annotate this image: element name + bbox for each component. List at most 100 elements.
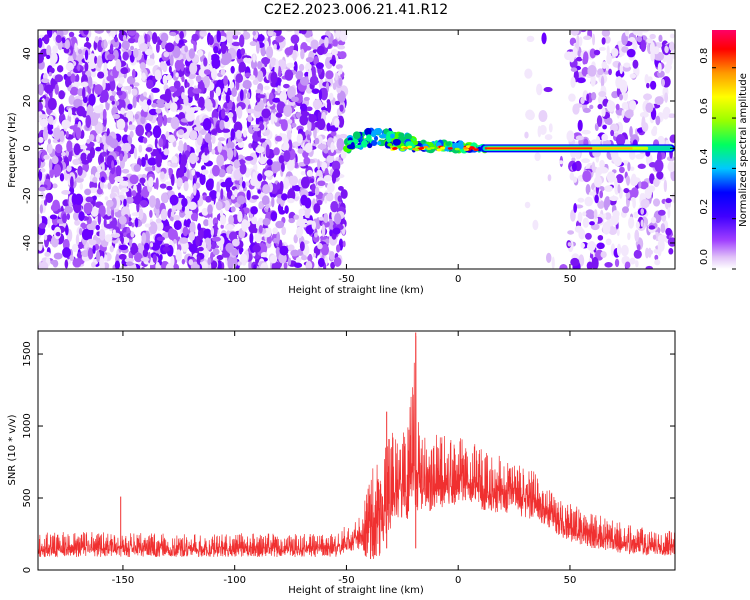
noise-cell <box>170 116 180 130</box>
noise-cell <box>640 208 645 215</box>
noise-cell <box>96 55 103 69</box>
noise-cell <box>77 165 83 176</box>
noise-cell <box>211 241 217 250</box>
noise-cell <box>263 56 268 68</box>
noise-cell <box>605 238 612 246</box>
noise-cell <box>637 30 643 38</box>
noise-cell <box>265 144 270 157</box>
signal-cell <box>364 127 372 136</box>
noise-cell <box>597 200 605 209</box>
noise-cell <box>215 86 221 97</box>
noise-cell <box>184 204 190 217</box>
noise-cell <box>300 30 307 35</box>
noise-cell <box>69 176 74 189</box>
noise-cell <box>106 75 115 82</box>
noise-cell <box>39 204 44 214</box>
noise-cell <box>233 148 237 158</box>
noise-cell <box>76 106 86 117</box>
noise-cell <box>318 89 323 101</box>
noise-cell <box>200 261 209 269</box>
noise-cell <box>287 119 293 124</box>
noise-cell <box>669 33 675 39</box>
noise-cell <box>109 43 114 54</box>
noise-cell <box>173 220 182 231</box>
noise-cell <box>654 96 664 106</box>
noise-cell <box>66 140 73 153</box>
noise-cell <box>122 35 127 42</box>
noise-cell <box>609 196 619 202</box>
noise-cell <box>82 86 86 100</box>
noise-cell <box>215 200 223 211</box>
noise-cell <box>635 260 639 268</box>
noise-cell <box>184 150 190 157</box>
noise-cell <box>239 34 245 48</box>
noise-cell <box>38 186 46 192</box>
noise-cell <box>281 226 287 236</box>
noise-cell <box>230 65 235 74</box>
noise-cell <box>61 190 71 195</box>
noise-cell <box>150 242 161 251</box>
noise-cell <box>110 30 116 38</box>
noise-cell <box>162 114 168 127</box>
signal-core <box>473 148 479 151</box>
noise-cell <box>319 235 328 240</box>
noise-cell <box>629 125 633 138</box>
noise-cell <box>293 214 300 220</box>
noise-cell <box>153 182 157 189</box>
noise-cell <box>286 130 292 141</box>
noise-cell <box>257 70 264 83</box>
noise-cell <box>47 115 54 125</box>
noise-cell <box>582 170 592 183</box>
noise-cell <box>74 219 80 226</box>
noise-cell <box>109 245 114 253</box>
noise-cell <box>632 30 639 36</box>
noise-cell <box>149 242 154 248</box>
noise-cell <box>632 59 639 69</box>
noise-cell <box>577 211 583 223</box>
noise-cell <box>106 83 111 92</box>
noise-cell <box>171 205 176 213</box>
bottom-x-tick-label: -150 <box>112 575 135 586</box>
noise-cell <box>106 205 112 217</box>
noise-cell <box>169 194 179 206</box>
noise-cell <box>88 93 96 106</box>
noise-cell <box>235 129 242 140</box>
noise-cell <box>171 96 179 102</box>
colorbar: 0.0 0.2 0.4 0.6 0.8 Normalized spectral ampl… <box>699 30 749 270</box>
noise-cell <box>330 261 336 269</box>
noise-cell <box>84 49 89 61</box>
noise-cell <box>209 190 218 200</box>
noise-cell <box>323 212 329 224</box>
bottom-x-tick-label: -100 <box>223 575 246 586</box>
noise-cell <box>296 70 304 79</box>
noise-cell <box>77 241 84 250</box>
noise-cell <box>70 73 76 83</box>
top-y-ticks: -40 -20 0 20 40 <box>22 47 675 251</box>
noise-cell <box>73 143 81 156</box>
noise-cell <box>130 45 135 51</box>
noise-cell <box>329 92 334 101</box>
noise-cell <box>654 254 659 261</box>
noise-cell <box>95 146 102 152</box>
signal-core <box>403 146 409 150</box>
noise-cell <box>666 156 675 162</box>
noise-cell <box>106 167 110 178</box>
noise-cell <box>43 34 50 45</box>
noise-cell <box>333 256 342 267</box>
signal-core <box>399 148 405 152</box>
noise-cell <box>591 161 596 173</box>
noise-cell <box>207 51 212 63</box>
noise-cell <box>114 175 124 182</box>
chart-title: C2E2.2023.006.21.41.R12 <box>264 2 448 18</box>
noise-cell <box>314 186 320 196</box>
bottom-x-tick-label: 50 <box>564 575 577 586</box>
noise-cell <box>144 223 151 228</box>
noise-cell <box>599 190 604 199</box>
noise-cell <box>205 195 212 203</box>
noise-cell <box>532 219 539 231</box>
noise-cell <box>94 171 101 180</box>
noise-cell <box>64 39 70 50</box>
noise-cell <box>105 135 114 146</box>
noise-cell <box>139 177 146 184</box>
noise-cell <box>162 246 171 252</box>
